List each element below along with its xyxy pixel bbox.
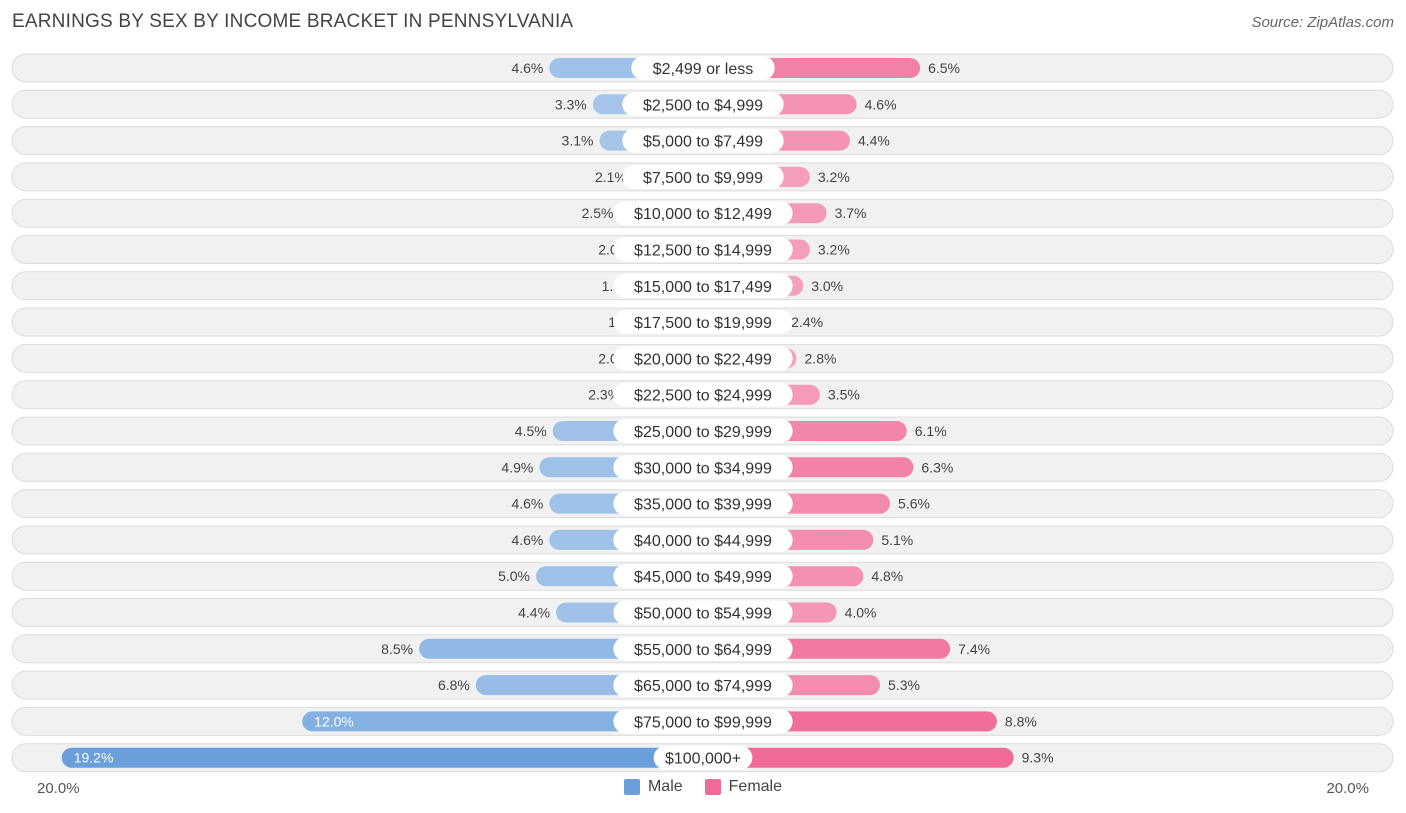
category-label: $12,500 to $14,999 — [634, 243, 772, 260]
legend-label-female: Female — [728, 778, 783, 795]
value-label-male: 6.8% — [438, 677, 470, 693]
bar-male — [61, 747, 704, 768]
value-label-male: 4.6% — [511, 532, 543, 548]
legend-swatch-female — [704, 779, 721, 795]
axis-left-label: 20.0% — [37, 780, 80, 797]
legend-item-male[interactable]: Male — [623, 778, 683, 796]
value-label-male: 4.9% — [501, 459, 533, 475]
category-label: $20,000 to $22,499 — [634, 351, 772, 368]
category-label-bg — [613, 382, 793, 407]
category-label: $10,000 to $12,499 — [634, 206, 772, 223]
value-label-male: 4.4% — [518, 605, 550, 621]
value-label-female: 4.4% — [858, 133, 890, 149]
category-label-bg — [613, 455, 793, 480]
category-label: $7,500 to $9,999 — [643, 170, 763, 187]
category-label-bg — [613, 419, 793, 443]
value-label-female: 4.6% — [865, 96, 897, 112]
category-label-bg — [622, 92, 784, 117]
value-label-female: 3.5% — [828, 387, 860, 403]
value-label-male: 3.1% — [562, 133, 594, 149]
category-label: $40,000 to $44,999 — [634, 533, 772, 550]
value-label-female: 4.8% — [871, 568, 903, 584]
category-label-bg — [613, 709, 793, 734]
category-label-bg — [613, 237, 793, 262]
value-label-male: 4.6% — [511, 60, 543, 76]
value-label-male: 5.0% — [498, 568, 530, 584]
value-label-female: 5.1% — [881, 532, 913, 548]
value-label-female: 6.5% — [928, 60, 960, 76]
value-label-male: 2.3% — [588, 387, 620, 403]
bar-female — [703, 747, 1014, 768]
category-label: $55,000 to $64,999 — [634, 642, 772, 659]
category-label: $22,500 to $24,999 — [634, 388, 772, 405]
category-label-bg — [613, 273, 793, 298]
category-label: $2,500 to $4,999 — [643, 97, 763, 114]
category-label: $45,000 to $49,999 — [634, 569, 772, 586]
value-label-male: 2.1% — [595, 169, 627, 185]
category-label-bg — [613, 310, 793, 335]
category-label: $30,000 to $34,999 — [634, 460, 772, 477]
chart-title: EARNINGS BY SEX BY INCOME BRACKET IN PEN… — [12, 11, 574, 32]
value-label-female: 3.0% — [811, 278, 843, 294]
value-label-female: 8.8% — [1005, 713, 1037, 729]
category-label-bg — [613, 491, 793, 516]
category-label: $50,000 to $54,999 — [634, 606, 772, 623]
legend-item-female[interactable]: Female — [704, 778, 783, 796]
category-label: $5,000 to $7,499 — [643, 134, 763, 151]
category-label-bg — [613, 527, 793, 552]
category-label: $75,000 to $99,999 — [634, 714, 772, 731]
value-label-male: 4.5% — [515, 423, 547, 439]
value-label-male: 12.0% — [314, 713, 354, 729]
value-label-female: 2.8% — [805, 350, 837, 366]
category-label: $15,000 to $17,499 — [634, 279, 772, 296]
value-label-male: 2.5% — [582, 205, 614, 221]
category-label-bg — [613, 673, 793, 698]
category-label: $25,000 to $29,999 — [634, 424, 772, 441]
legend-swatch-male — [623, 779, 640, 795]
category-label-bg — [613, 201, 793, 226]
legend: Male Female — [0, 778, 1406, 796]
bar-male — [302, 711, 703, 732]
value-label-female: 7.4% — [958, 641, 990, 657]
value-label-male: 19.2% — [74, 750, 114, 766]
value-label-female: 6.1% — [915, 423, 947, 439]
category-label-bg — [622, 128, 784, 153]
legend-label-male: Male — [647, 778, 683, 795]
category-label-bg — [613, 346, 793, 371]
category-label-bg — [653, 745, 753, 770]
value-label-female: 4.0% — [845, 605, 877, 621]
category-label: $17,500 to $19,999 — [634, 315, 772, 332]
category-label: $2,499 or less — [653, 61, 754, 78]
value-label-female: 9.3% — [1022, 750, 1054, 766]
category-label-bg — [613, 636, 793, 661]
value-label-female: 5.3% — [888, 677, 920, 693]
value-label-female: 3.2% — [818, 242, 850, 258]
category-label-bg — [613, 564, 793, 589]
category-label-bg — [613, 600, 793, 625]
category-label: $35,000 to $39,999 — [634, 497, 772, 514]
category-label: $100,000+ — [665, 751, 741, 768]
value-label-female: 3.7% — [835, 205, 867, 221]
source-credit: Source: ZipAtlas.com — [1251, 14, 1394, 31]
value-label-female: 5.6% — [898, 496, 930, 512]
value-label-female: 2.4% — [791, 314, 823, 330]
category-label-bg — [622, 164, 784, 189]
value-label-male: 4.6% — [511, 496, 543, 512]
value-label-male: 3.3% — [555, 96, 587, 112]
category-label-bg — [631, 56, 775, 80]
value-label-male: 8.5% — [381, 641, 413, 657]
axis-right-label: 20.0% — [1326, 780, 1369, 797]
category-label: $65,000 to $74,999 — [634, 678, 772, 695]
value-label-female: 6.3% — [921, 459, 953, 475]
value-label-female: 3.2% — [818, 169, 850, 185]
